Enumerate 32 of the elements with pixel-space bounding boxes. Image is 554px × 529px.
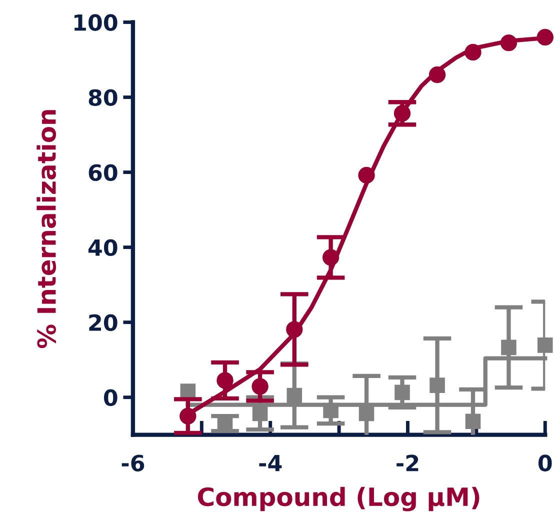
point (323, 402, 338, 418)
y-tick-label: 80 (88, 89, 118, 106)
y-tick-label: 0 (104, 389, 118, 406)
x-tick-label: -2 (396, 454, 418, 472)
x-tick-label: -6 (122, 454, 144, 472)
y-tick-label: 40 (88, 239, 118, 256)
y-tick-label: 100 (74, 14, 118, 31)
point (501, 340, 516, 356)
point (536, 28, 554, 46)
point (358, 406, 374, 422)
point (216, 372, 234, 389)
point (500, 34, 518, 52)
point (322, 249, 340, 266)
y-tick-label: 60 (88, 164, 118, 182)
x-axis-title: Compound (Log µM) (198, 486, 480, 512)
point (394, 384, 410, 400)
point (180, 408, 196, 424)
point (465, 414, 481, 429)
point (537, 338, 553, 353)
point (252, 378, 268, 395)
point (394, 105, 411, 122)
point (464, 44, 482, 61)
x-tick-label: -4 (259, 454, 282, 472)
point (286, 321, 303, 338)
y-tick-label: 20 (89, 314, 118, 332)
point (430, 378, 445, 393)
point (252, 406, 268, 422)
point (358, 166, 375, 184)
point (286, 388, 302, 404)
y-axis-title: % Internalization (36, 110, 56, 348)
x-tick-label: 0 (538, 454, 552, 472)
point (428, 66, 446, 84)
